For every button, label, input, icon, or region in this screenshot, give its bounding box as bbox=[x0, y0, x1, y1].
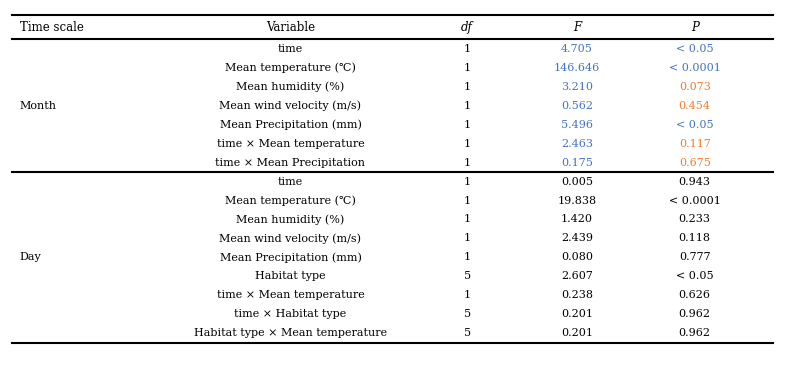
Text: Mean Precipitation (mm): Mean Precipitation (mm) bbox=[220, 252, 361, 263]
Text: 2.463: 2.463 bbox=[561, 139, 593, 149]
Text: time: time bbox=[278, 44, 303, 54]
Text: Habitat type × Mean temperature: Habitat type × Mean temperature bbox=[194, 328, 387, 338]
Text: 0.118: 0.118 bbox=[679, 233, 710, 243]
Text: 1: 1 bbox=[463, 44, 471, 54]
Text: 0.562: 0.562 bbox=[561, 101, 593, 111]
Text: 1: 1 bbox=[463, 252, 471, 262]
Text: 1: 1 bbox=[463, 120, 471, 130]
Text: 0.943: 0.943 bbox=[679, 177, 710, 186]
Text: Mean humidity (%): Mean humidity (%) bbox=[236, 214, 345, 225]
Text: time × Habitat type: time × Habitat type bbox=[235, 309, 346, 319]
Text: < 0.05: < 0.05 bbox=[676, 120, 714, 130]
Text: Mean humidity (%): Mean humidity (%) bbox=[236, 81, 345, 92]
Text: 1: 1 bbox=[463, 82, 471, 92]
Text: 1: 1 bbox=[463, 196, 471, 206]
Text: Variable: Variable bbox=[266, 21, 315, 33]
Text: 1: 1 bbox=[463, 157, 471, 168]
Text: 1: 1 bbox=[463, 101, 471, 111]
Text: 1: 1 bbox=[463, 139, 471, 149]
Text: < 0.0001: < 0.0001 bbox=[669, 196, 721, 206]
Text: 1: 1 bbox=[463, 233, 471, 243]
Text: Day: Day bbox=[20, 252, 42, 262]
Text: 5: 5 bbox=[463, 328, 471, 338]
Text: 1.420: 1.420 bbox=[561, 214, 593, 225]
Text: 0.626: 0.626 bbox=[679, 290, 710, 300]
Text: 0.201: 0.201 bbox=[561, 328, 593, 338]
Text: 0.073: 0.073 bbox=[679, 82, 710, 92]
Text: 1: 1 bbox=[463, 177, 471, 186]
Text: 1: 1 bbox=[463, 290, 471, 300]
Text: 0.962: 0.962 bbox=[679, 328, 710, 338]
Text: 5.496: 5.496 bbox=[561, 120, 593, 130]
Text: 0.777: 0.777 bbox=[679, 252, 710, 262]
Text: Mean Precipitation (mm): Mean Precipitation (mm) bbox=[220, 119, 361, 130]
Text: 0.962: 0.962 bbox=[679, 309, 710, 319]
Text: 19.838: 19.838 bbox=[557, 196, 597, 206]
Text: 0.201: 0.201 bbox=[561, 309, 593, 319]
Text: < 0.05: < 0.05 bbox=[676, 44, 714, 54]
Text: Mean wind velocity (m/s): Mean wind velocity (m/s) bbox=[220, 233, 361, 244]
Text: time × Mean temperature: time × Mean temperature bbox=[217, 290, 364, 300]
Text: F: F bbox=[573, 21, 581, 33]
Text: time: time bbox=[278, 177, 303, 186]
Text: Time scale: Time scale bbox=[20, 21, 83, 33]
Text: 2.439: 2.439 bbox=[561, 233, 593, 243]
Text: time × Mean Precipitation: time × Mean Precipitation bbox=[215, 157, 366, 168]
Text: Mean temperature (℃): Mean temperature (℃) bbox=[225, 62, 356, 73]
Text: 0.117: 0.117 bbox=[679, 139, 710, 149]
Text: 2.607: 2.607 bbox=[561, 271, 593, 281]
Text: < 0.0001: < 0.0001 bbox=[669, 63, 721, 73]
Text: 0.175: 0.175 bbox=[561, 157, 593, 168]
Text: Month: Month bbox=[20, 101, 57, 111]
Text: 0.675: 0.675 bbox=[679, 157, 710, 168]
Text: P: P bbox=[691, 21, 699, 33]
Text: 5: 5 bbox=[463, 271, 471, 281]
Text: df: df bbox=[461, 21, 473, 33]
Text: Mean wind velocity (m/s): Mean wind velocity (m/s) bbox=[220, 101, 361, 111]
Text: 0.454: 0.454 bbox=[679, 101, 710, 111]
Text: 0.233: 0.233 bbox=[679, 214, 710, 225]
Text: time × Mean temperature: time × Mean temperature bbox=[217, 139, 364, 149]
Text: 4.705: 4.705 bbox=[561, 44, 593, 54]
Text: Mean temperature (℃): Mean temperature (℃) bbox=[225, 195, 356, 206]
Text: 1: 1 bbox=[463, 63, 471, 73]
Text: < 0.05: < 0.05 bbox=[676, 271, 714, 281]
Text: 146.646: 146.646 bbox=[554, 63, 600, 73]
Text: Habitat type: Habitat type bbox=[255, 271, 326, 281]
Text: 0.005: 0.005 bbox=[561, 177, 593, 186]
Text: 0.238: 0.238 bbox=[561, 290, 593, 300]
Text: 3.210: 3.210 bbox=[561, 82, 593, 92]
Text: 1: 1 bbox=[463, 214, 471, 225]
Text: 5: 5 bbox=[463, 309, 471, 319]
Text: 0.080: 0.080 bbox=[561, 252, 593, 262]
